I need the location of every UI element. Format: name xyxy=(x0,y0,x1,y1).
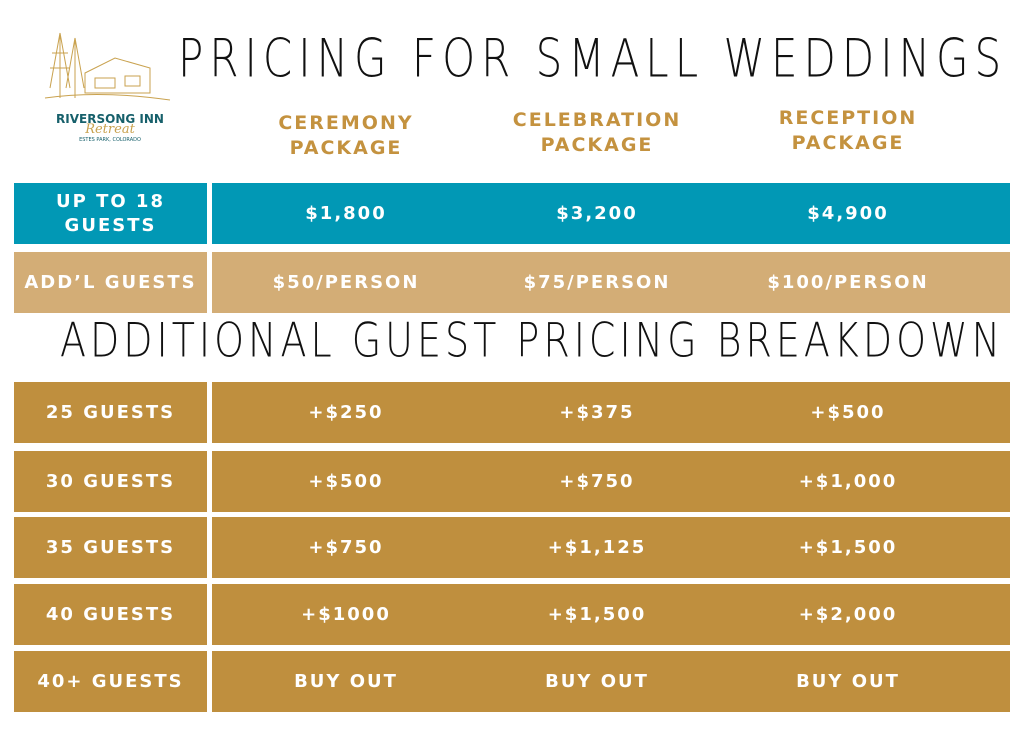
table-row: 30 GUESTS +$500 +$750 +$1,000 xyxy=(14,451,1010,512)
row-label: 40 GUESTS xyxy=(14,584,207,645)
row-label: 40+ GUESTS xyxy=(14,651,207,712)
price-cell: $100/PERSON xyxy=(767,272,929,293)
row-label: 25 GUESTS xyxy=(14,382,207,443)
price-cell: +$1,500 xyxy=(798,537,898,558)
logo-name: RIVERSONG INN xyxy=(56,112,164,126)
price-cell: +$1000 xyxy=(301,604,391,625)
header-reception: RECEPTION PACKAGE xyxy=(778,107,918,154)
price-cell: +$1,000 xyxy=(798,471,898,492)
row-values: +$500 +$750 +$1,000 xyxy=(212,451,1010,512)
table-row: UP TO 18 GUESTS $1,800 $3,200 $4,900 xyxy=(14,183,1010,244)
table-row: 25 GUESTS +$250 +$375 +$500 xyxy=(14,382,1010,443)
row-label: 30 GUESTS xyxy=(14,451,207,512)
price-cell: +$500 xyxy=(308,471,384,492)
price-cell: +$1,500 xyxy=(547,604,647,625)
price-cell: +$500 xyxy=(810,402,886,423)
price-cell: $3,200 xyxy=(556,203,638,224)
row-values: +$750 +$1,125 +$1,500 xyxy=(212,517,1010,578)
page-title: PRICING FOR SMALL WEDDINGS xyxy=(178,27,1008,90)
row-values: +$250 +$375 +$500 xyxy=(212,382,1010,443)
price-cell: BUY OUT xyxy=(545,671,649,692)
row-label: UP TO 18 GUESTS xyxy=(14,183,207,244)
row-values: +$1000 +$1,500 +$2,000 xyxy=(212,584,1010,645)
logo-location: ESTES PARK, COLORADO xyxy=(79,137,141,143)
row-label: 35 GUESTS xyxy=(14,517,207,578)
row-label: ADD’L GUESTS xyxy=(14,252,207,313)
price-cell: +$250 xyxy=(308,402,384,423)
price-cell: +$375 xyxy=(559,402,635,423)
logo: RIVERSONG INN Retreat ESTES PARK, COLORA… xyxy=(40,28,190,153)
row-values: BUY OUT BUY OUT BUY OUT xyxy=(212,651,1010,712)
price-cell: +$750 xyxy=(308,537,384,558)
row-values: $50/PERSON $75/PERSON $100/PERSON xyxy=(212,252,1010,313)
table-row: ADD’L GUESTS $50/PERSON $75/PERSON $100/PE… xyxy=(14,252,1010,313)
price-cell: +$2,000 xyxy=(798,604,898,625)
price-cell: $4,900 xyxy=(807,203,889,224)
logo-script: Retreat xyxy=(85,122,135,137)
inn-illustration-icon xyxy=(44,32,171,101)
price-cell: $1,800 xyxy=(305,203,387,224)
price-cell: BUY OUT xyxy=(294,671,398,692)
table-row: 40+ GUESTS BUY OUT BUY OUT BUY OUT xyxy=(14,651,1010,712)
section-subtitle: ADDITIONAL GUEST PRICING BREAKDOWN xyxy=(60,312,1005,368)
table-row: 35 GUESTS +$750 +$1,125 +$1,500 xyxy=(14,517,1010,578)
table-row: 40 GUESTS +$1000 +$1,500 +$2,000 xyxy=(14,584,1010,645)
price-cell: $75/PERSON xyxy=(523,272,671,293)
header-ceremony: CEREMONY PACKAGE xyxy=(278,112,414,159)
row-values: $1,800 $3,200 $4,900 xyxy=(212,183,1010,244)
price-cell: +$1,125 xyxy=(547,537,647,558)
price-cell: +$750 xyxy=(559,471,635,492)
price-cell: $50/PERSON xyxy=(272,272,420,293)
price-cell: BUY OUT xyxy=(796,671,900,692)
header-celebration: CELEBRATION PACKAGE xyxy=(512,109,682,156)
